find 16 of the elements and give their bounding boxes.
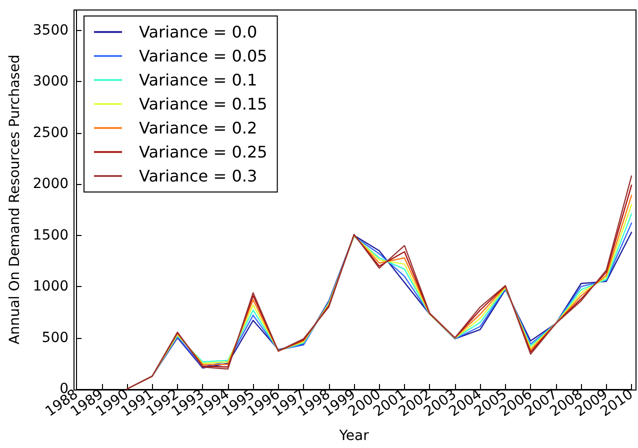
y-tick-label: 2500 [32,124,69,141]
y-tick-label: 1000 [32,278,69,295]
legend-label: Variance = 0.1 [139,70,258,90]
y-axis-title: Annual On Demand Resources Purchased [7,54,23,344]
legend-label: Variance = 0.15 [139,94,268,114]
legend-label: Variance = 0.05 [139,46,268,66]
legend-label: Variance = 0.25 [139,142,268,162]
legend-label: Variance = 0.2 [139,118,258,138]
legend-label: Variance = 0.0 [139,22,258,42]
y-tick-label: 500 [42,330,69,346]
y-tick-label: 3500 [32,22,69,38]
legend-label: Variance = 0.3 [139,166,258,186]
y-tick-label: 1500 [32,227,69,244]
x-axis-title: Year [338,428,370,444]
y-tick-label: 2000 [32,176,69,192]
y-tick-label: 3000 [32,74,69,90]
